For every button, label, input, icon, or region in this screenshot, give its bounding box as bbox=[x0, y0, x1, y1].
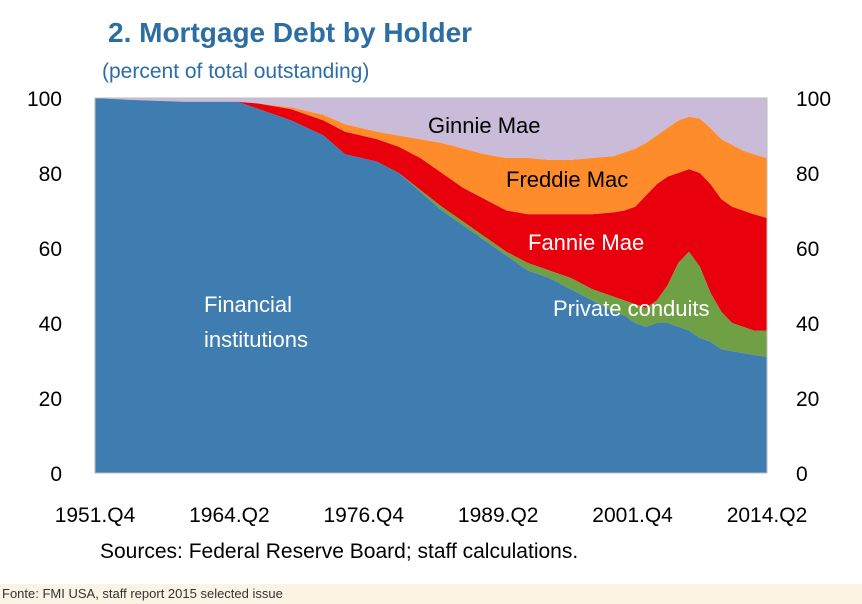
x-tick-2014-q2: 2014.Q2 bbox=[727, 504, 808, 527]
mortgage-debt-chart: 2. Mortgage Debt by Holder (percent of t… bbox=[27, 17, 831, 563]
y-tick-right-80: 80 bbox=[796, 163, 819, 186]
y-tick-right-60: 60 bbox=[796, 238, 819, 261]
y-tick-left-100: 100 bbox=[27, 88, 62, 111]
area-fannie-mae bbox=[95, 98, 767, 331]
y-tick-left-60: 60 bbox=[39, 238, 62, 261]
y-tick-right-100: 100 bbox=[796, 88, 831, 111]
y-tick-left-80: 80 bbox=[39, 163, 62, 186]
area-freddie-mac bbox=[95, 98, 767, 218]
series-labels: Ginnie Mae Freddie Mac Fannie Mae Private c… bbox=[204, 113, 710, 352]
y-tick-left-20: 20 bbox=[39, 388, 62, 411]
x-tick-1964-q2: 1964.Q2 bbox=[189, 504, 270, 527]
area-private-conduits bbox=[95, 98, 767, 357]
chart-subtitle: (percent of total outstanding) bbox=[102, 60, 369, 83]
label-financial-institutions: Financial institutions bbox=[204, 292, 308, 352]
label-fannie-mae: Fannie Mae bbox=[528, 230, 644, 255]
x-tick-2001-q4: 2001.Q4 bbox=[592, 504, 673, 527]
source-note: Sources: Federal Reserve Board; staff ca… bbox=[100, 540, 578, 563]
chart-title: 2. Mortgage Debt by Holder bbox=[108, 17, 472, 48]
axes: 0 0 20 20 40 40 60 60 80 80 100 100 1951.Q4 1964.Q2 19… bbox=[27, 88, 831, 527]
plot-frame bbox=[94, 97, 768, 474]
area-financial-institutions bbox=[95, 98, 767, 473]
label-ginnie-mae: Ginnie Mae bbox=[428, 113, 541, 138]
area-layers bbox=[95, 98, 767, 473]
y-tick-left-0: 0 bbox=[50, 463, 62, 486]
label-private-conduits: Private conduits bbox=[553, 296, 710, 321]
x-tick-1989-q2: 1989.Q2 bbox=[458, 504, 539, 527]
footer-caption: Fonte: FMI USA, staff report 2015 select… bbox=[2, 586, 283, 601]
y-tick-left-40: 40 bbox=[39, 313, 62, 336]
x-tick-1951-q4: 1951.Q4 bbox=[55, 504, 136, 527]
area-ginnie-mae bbox=[95, 98, 767, 160]
y-tick-right-40: 40 bbox=[796, 313, 819, 336]
x-tick-1976-q4: 1976.Q4 bbox=[324, 504, 405, 527]
y-tick-right-0: 0 bbox=[796, 463, 808, 486]
label-freddie-mac: Freddie Mac bbox=[506, 167, 628, 192]
y-tick-right-20: 20 bbox=[796, 388, 819, 411]
chart-panel: 2. Mortgage Debt by Holder (percent of t… bbox=[0, 0, 862, 584]
